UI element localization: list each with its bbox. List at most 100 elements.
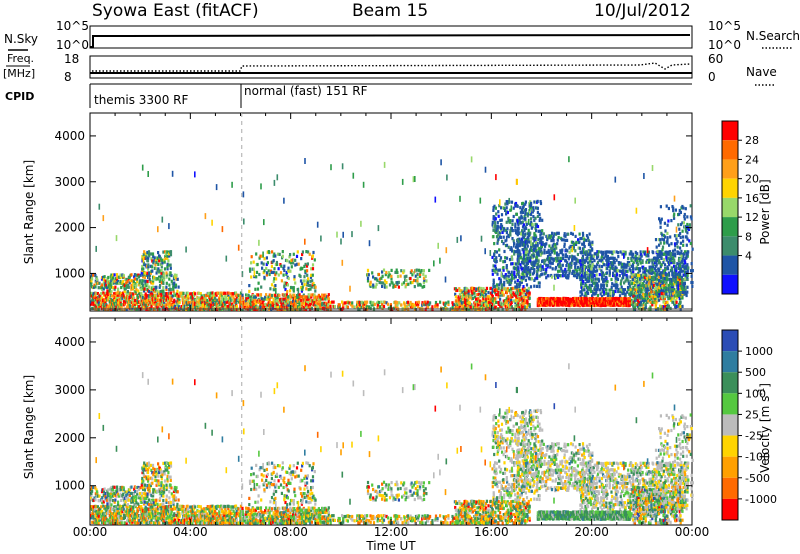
echo-cell xyxy=(158,300,161,304)
echo-cell xyxy=(327,299,330,304)
echo-cell xyxy=(613,269,616,273)
echo-cell xyxy=(686,263,689,267)
echo-cell xyxy=(525,283,529,287)
echo-cell xyxy=(225,300,228,304)
echo-cell xyxy=(514,304,517,309)
echo-cell xyxy=(307,283,310,287)
echo-cell xyxy=(536,242,539,246)
echo-cell xyxy=(663,292,666,296)
echo-cell xyxy=(659,271,662,275)
echo-cell xyxy=(125,296,128,300)
echo-cell xyxy=(498,233,501,237)
echo-cell xyxy=(561,274,564,278)
echo-cell xyxy=(172,291,175,295)
echo-cell xyxy=(179,294,182,298)
echo-cell xyxy=(282,297,285,301)
echo-cell xyxy=(320,297,323,301)
echo-cell xyxy=(268,272,271,277)
echo-cell xyxy=(374,285,377,289)
echo-cell xyxy=(640,290,643,294)
echo-cell xyxy=(601,271,605,275)
echo-cell xyxy=(674,294,677,298)
echo-cell xyxy=(526,244,529,248)
echo-cell xyxy=(536,259,539,263)
echo-cell xyxy=(675,290,678,294)
echo-cell xyxy=(638,304,641,308)
echo-cell xyxy=(654,303,657,307)
echo-cell xyxy=(624,265,627,269)
echo-cell xyxy=(396,281,399,285)
echo-cell xyxy=(326,295,329,299)
echo-cell xyxy=(436,305,439,309)
echo-cell xyxy=(283,268,286,273)
echo-cell xyxy=(648,275,651,279)
echo-cell xyxy=(496,241,499,245)
echo-cell xyxy=(497,287,500,291)
echo-cell xyxy=(166,300,169,305)
echo-cell xyxy=(581,278,584,282)
echo-cell xyxy=(476,299,479,303)
echo-cell xyxy=(502,260,505,264)
echo-cell xyxy=(492,208,495,212)
echo-cell xyxy=(555,246,558,250)
echo-cell xyxy=(484,288,488,293)
echo-cell xyxy=(173,273,176,277)
echo-cell xyxy=(530,277,533,281)
echo-cell xyxy=(292,287,295,291)
echo-cell xyxy=(396,274,400,279)
echo-cell xyxy=(581,282,584,286)
echo-cell xyxy=(550,275,554,279)
echo-cell xyxy=(589,254,592,258)
echo-cell xyxy=(644,298,647,302)
echo-cell xyxy=(137,296,140,300)
echo-cell xyxy=(271,293,274,298)
echo-cell xyxy=(329,301,332,305)
echo-cell xyxy=(506,287,509,291)
echo-cell xyxy=(263,269,266,273)
echo-cell xyxy=(636,262,640,266)
echo-cell xyxy=(301,267,304,271)
echo-cell xyxy=(285,293,288,297)
echo-cell xyxy=(590,277,593,281)
echo-cell xyxy=(639,283,642,287)
echo-cell xyxy=(658,291,661,296)
echo-cell xyxy=(513,262,516,266)
echo-cell xyxy=(629,269,632,273)
echo-cell xyxy=(499,227,502,231)
echo-cell xyxy=(345,304,348,309)
echo-cell xyxy=(252,260,255,264)
echo-cell xyxy=(171,282,174,286)
echo-cell xyxy=(341,300,344,304)
echo-cell xyxy=(498,277,501,281)
echo-cell xyxy=(133,301,136,305)
echo-cell xyxy=(209,291,212,295)
echo-cell xyxy=(189,303,192,307)
echo-cell xyxy=(659,305,662,309)
echo-cell xyxy=(566,238,569,242)
echo-cell xyxy=(168,283,171,287)
echo-cell xyxy=(663,283,666,288)
echo-cell xyxy=(112,305,115,309)
echo-cell xyxy=(314,289,317,293)
echo-cell xyxy=(581,269,584,273)
echo-cell xyxy=(512,239,515,243)
echo-cell xyxy=(95,296,98,300)
echo-cell xyxy=(566,249,569,253)
echo-cell xyxy=(527,212,530,216)
echo-cell xyxy=(516,252,519,256)
echo-cell xyxy=(180,305,183,309)
echo-cell xyxy=(287,266,290,270)
echo-cell xyxy=(609,265,612,269)
echo-cell xyxy=(630,290,633,294)
echo-cell xyxy=(545,276,548,280)
echo-cell xyxy=(288,260,291,264)
echo-cell xyxy=(564,301,567,305)
echo-cell xyxy=(106,305,110,309)
echo-cell xyxy=(169,250,173,254)
echo-cell xyxy=(621,262,624,266)
echo-cell xyxy=(674,288,678,292)
echo-cell xyxy=(560,267,563,271)
echo-cell xyxy=(116,275,119,280)
echo-cell xyxy=(214,300,217,304)
echo-cell xyxy=(557,235,560,240)
